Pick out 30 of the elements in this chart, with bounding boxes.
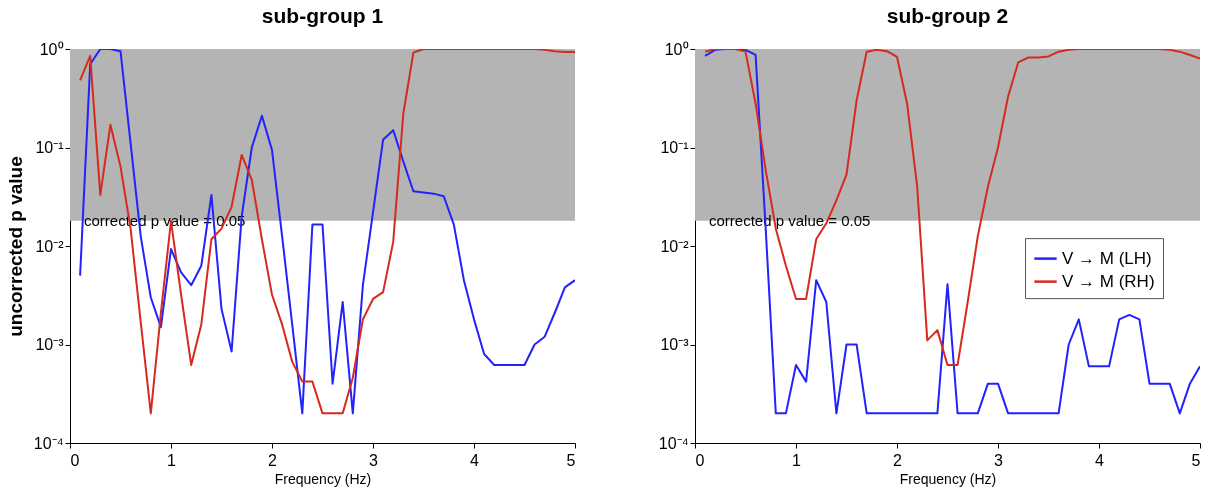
y-tick-label: 10⁻⁴ [658, 434, 689, 452]
x-tick-label: 3 [994, 451, 1004, 469]
y-tick-label: 10⁻¹ [660, 139, 689, 156]
legend-label: V → M (LH) [1062, 248, 1152, 268]
y-tick-label: 10⁻² [660, 237, 690, 255]
y-tick-label: 10⁰ [664, 40, 689, 58]
x-tick-label: 1 [792, 451, 802, 469]
x-tick-label: 0 [695, 451, 705, 469]
x-axis-title: Frequency (Hz) [274, 470, 372, 487]
y-tick-label: 10⁻³ [35, 336, 65, 353]
x-tick-label: 2 [893, 451, 903, 469]
chart-title: sub-group 2 [886, 4, 1009, 27]
x-tick-label: 5 [566, 451, 576, 469]
x-tick-label: 1 [167, 451, 177, 469]
x-axis-title: Frequency (Hz) [899, 470, 997, 487]
y-tick-label: 10⁻⁴ [33, 434, 64, 452]
x-tick-label: 4 [470, 451, 480, 469]
y-axis-title: uncorrected p value [4, 156, 26, 337]
chart-title: sub-group 1 [261, 4, 384, 27]
y-tick-label: 10⁻³ [660, 336, 690, 353]
legend-label: V → M (RH) [1062, 271, 1155, 291]
x-tick-label: 5 [1191, 451, 1201, 469]
line-series [79, 49, 575, 415]
y-tick-label: 10⁻² [35, 237, 65, 255]
y-tick-label: 10⁰ [39, 40, 64, 58]
x-tick-label: 2 [268, 451, 278, 469]
x-tick-label: 3 [369, 451, 379, 469]
x-tick-label: 4 [1095, 451, 1105, 469]
y-tick-label: 10⁻¹ [35, 139, 64, 156]
x-tick-label: 0 [70, 451, 80, 469]
